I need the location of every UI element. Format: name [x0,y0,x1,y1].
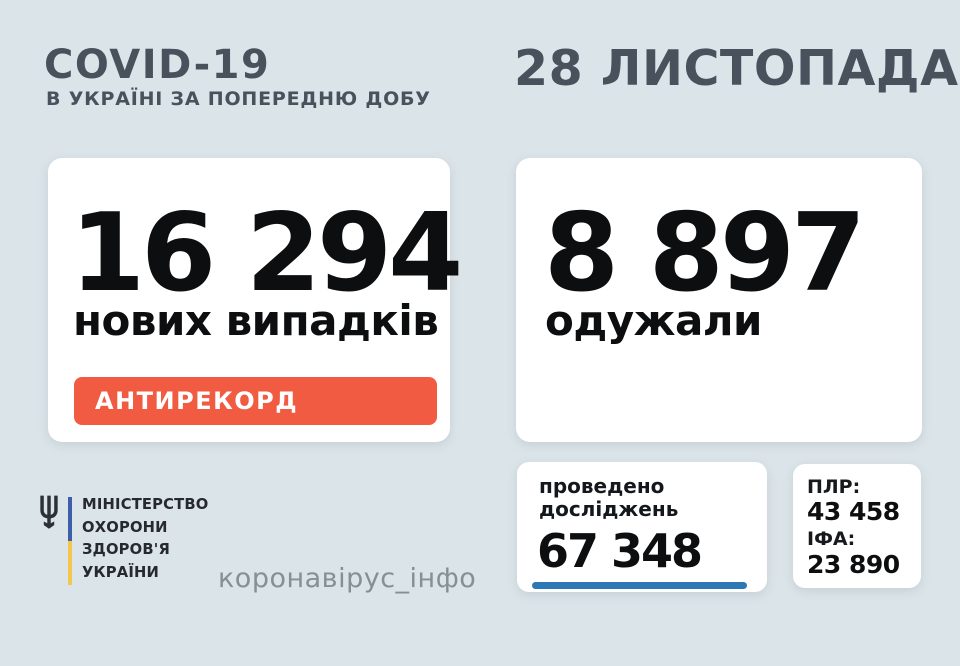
tests-value: 67 348 [537,524,703,578]
new-cases-card: 16 294 нових випадків АНТИРЕКОРД [48,158,463,442]
pcr-value: 43 458 [807,497,900,526]
recovered-value: 8 897 [544,191,866,316]
hashtag-label: коронавірус_інфо [218,563,477,594]
pcr-label: ПЛР: [807,476,861,498]
new-cases-label: нових випадків [73,296,439,345]
ifa-label: ІФА: [807,528,856,550]
ministry-line: УКРАЇНИ [82,562,160,581]
ministry-line: ЗДОРОВ'Я [82,540,170,558]
blue-underline-bar [532,582,747,589]
tests-label: проведено досліджень [539,475,678,521]
test-types-card: ПЛР: 43 458 ІФА: 23 890 [793,464,921,588]
trident-icon [40,495,58,529]
recovered-card: 8 897 одужали [516,158,922,442]
new-cases-value: 16 294 [70,191,463,316]
ministry-line: МІНІСТЕРСТВО [82,495,209,513]
page-subtitle: В УКРАЇНІ ЗА ПОПЕРЕДНЮ ДОБУ [46,88,431,110]
tests-conducted-card: проведено досліджень 67 348 [517,462,767,592]
tests-label-line2: досліджень [539,497,679,521]
tests-label-line1: проведено [539,474,665,498]
ministry-line: ОХОРОНИ [82,517,168,536]
page-title: COVID-19 [44,42,271,88]
ifa-value: 23 890 [807,550,900,579]
report-date: 28 ЛИСТОПАДА [514,40,959,97]
ministry-logo-text: МІНІСТЕРСТВО ОХОРОНИ ЗДОРОВ'Я УКРАЇНИ [82,493,209,583]
recovered-label: одужали [545,296,762,345]
antirecord-badge: АНТИРЕКОРД [74,377,437,425]
flag-divider-bar [68,497,72,585]
